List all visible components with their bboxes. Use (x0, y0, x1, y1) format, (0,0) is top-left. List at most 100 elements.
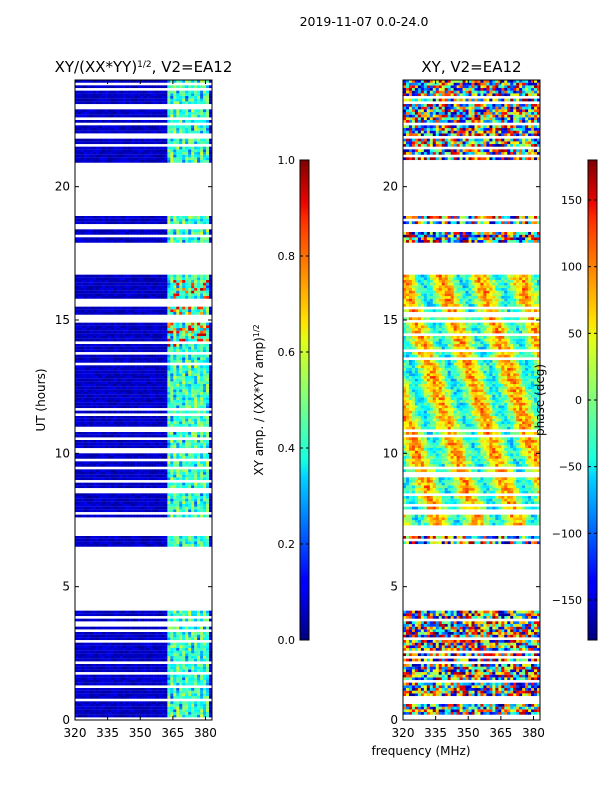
heatmap-cell (176, 536, 180, 539)
heatmap-cell (104, 469, 109, 473)
heatmap-cell (173, 461, 177, 465)
heatmap-cell (200, 354, 204, 358)
heatmap-cell (152, 394, 156, 398)
heatmap-cell (146, 397, 150, 401)
heatmap-cell (182, 392, 186, 395)
heatmap-cell (75, 610, 79, 614)
heatmap-cell (197, 669, 201, 673)
heatmap-cell (107, 637, 112, 641)
heatmap-cell (110, 538, 115, 542)
heatmap-cell (119, 610, 124, 614)
heatmap-cell (179, 322, 183, 326)
heatmap-cell (80, 434, 85, 438)
heatmap-cell (140, 464, 144, 467)
heatmap-cell (164, 645, 168, 649)
heatmap-cell (152, 642, 156, 646)
heatmap-cell (164, 514, 168, 518)
heatmap-cell (83, 394, 88, 398)
heatmap-cell (191, 456, 195, 459)
heatmap-cell (116, 453, 121, 457)
heatmap-cell (98, 432, 103, 435)
heatmap-cell (75, 237, 79, 241)
heatmap-cell (98, 333, 103, 337)
heatmap-cell (131, 365, 135, 369)
heatmap-cell (200, 472, 204, 475)
heatmap-cell (179, 325, 183, 329)
heatmap-cell (149, 482, 153, 486)
heatmap-cell (113, 274, 118, 278)
heatmap-cell (161, 328, 165, 331)
heatmap-cell (158, 360, 162, 363)
heatmap-cell (143, 373, 147, 377)
heatmap-cell (80, 618, 85, 622)
heatmap-cell (89, 642, 94, 646)
heatmap-cell (191, 538, 195, 542)
heatmap-cell (113, 336, 118, 339)
heatmap-cell (185, 696, 189, 699)
heatmap-cell (149, 650, 153, 654)
heatmap-cell (83, 232, 88, 235)
heatmap-cell (92, 221, 97, 225)
heatmap-cell (98, 648, 103, 651)
heatmap-cell (116, 536, 121, 539)
heatmap-cell (209, 498, 213, 502)
heatmap-cell (146, 400, 150, 403)
heatmap-cell (122, 656, 127, 659)
heatmap-cell (155, 434, 159, 438)
heatmap-cell (209, 618, 213, 622)
heatmap-cell (122, 680, 127, 683)
heatmap-cell (98, 509, 103, 513)
heatmap-cell (161, 344, 165, 347)
heatmap-cell (104, 682, 109, 686)
heatmap-cell (137, 229, 141, 233)
heatmap-cell (122, 349, 127, 353)
heatmap-cell (164, 386, 168, 390)
heatmap-cell (137, 690, 141, 694)
heatmap-cell (110, 357, 115, 361)
heatmap-cell (179, 648, 183, 651)
heatmap-cell (197, 544, 201, 547)
heatmap-cell (158, 496, 162, 499)
heatmap-cell (161, 365, 165, 369)
heatmap-cell (137, 610, 141, 614)
heatmap-cell (107, 706, 112, 710)
heatmap-cell (179, 285, 183, 289)
heatmap-cell (167, 357, 171, 361)
heatmap-cell (176, 237, 180, 241)
heatmap-cell (185, 496, 189, 499)
heatmap-cell (200, 653, 204, 657)
heatmap-cell (77, 701, 82, 705)
heatmap-cell (203, 634, 207, 638)
heatmap-cell (209, 682, 213, 686)
heatmap-cell (89, 349, 94, 353)
heatmap-cell (209, 632, 213, 635)
heatmap-cell (164, 288, 168, 291)
heatmap-cell (158, 309, 162, 313)
heatmap-cell (152, 357, 156, 361)
heatmap-cell (92, 496, 97, 499)
heatmap-cell (149, 648, 153, 651)
heatmap-cell (140, 674, 144, 678)
heatmap-cell (140, 626, 144, 630)
heatmap-cell (92, 688, 97, 691)
heatmap-cell (107, 378, 112, 382)
heatmap-cell (155, 504, 159, 507)
heatmap-cell (116, 682, 121, 686)
heatmap-cell (134, 325, 138, 329)
heatmap-cell (131, 229, 135, 233)
heatmap-cell (170, 328, 174, 331)
heatmap-cell (191, 368, 195, 371)
heatmap-cell (203, 402, 207, 406)
heatmap-cell (149, 618, 153, 622)
heatmap-cell (185, 461, 189, 465)
heatmap-cell (128, 418, 132, 422)
heatmap-cell (92, 397, 97, 401)
heatmap-cell (95, 613, 100, 617)
heatmap-cell (110, 381, 115, 385)
heatmap-cell (155, 485, 159, 489)
heatmap-cell (167, 370, 171, 374)
heatmap-cell (113, 674, 118, 678)
heatmap-cell (152, 482, 156, 486)
heatmap-cell (146, 416, 150, 419)
heatmap-cell (179, 637, 183, 641)
